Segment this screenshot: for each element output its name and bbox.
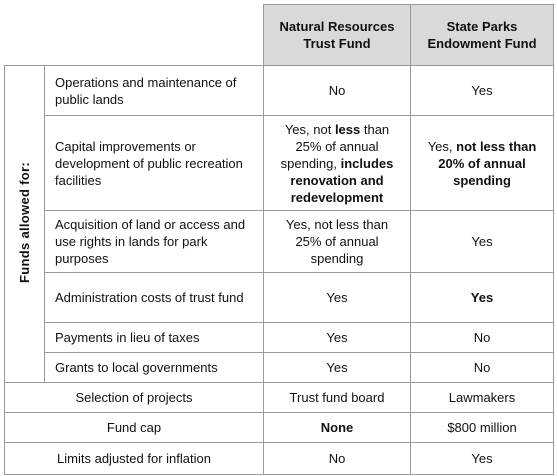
value-cell: Yes: [410, 272, 554, 323]
text-run: No: [473, 330, 491, 345]
value-cell: Yes, not less than 20% of annual spendin…: [410, 115, 554, 211]
text-run: Yes: [470, 290, 494, 305]
group-label: Funds allowed for:: [17, 161, 32, 283]
value-cell: Yes: [410, 210, 554, 273]
text-run: Lawmakers: [448, 390, 516, 405]
text-run: Yes, not less than 25% of annual spendin…: [285, 217, 389, 266]
text-run: No: [328, 451, 346, 466]
value-cell: Yes, not less than 25% of annual spendin…: [263, 210, 411, 273]
value-cell: Lawmakers: [410, 382, 554, 413]
header-row: Natural Resources Trust Fund State Parks…: [5, 4, 554, 66]
header-cell: Natural Resources Trust Fund: [263, 4, 411, 66]
value-cell: No: [263, 65, 411, 116]
value-cell: Trust fund board: [263, 382, 411, 413]
text-run: Yes,: [427, 138, 457, 154]
table-row: Limits adjusted for inflation No Yes: [4, 442, 554, 475]
text-run: Trust fund board: [289, 390, 385, 405]
text-run: No: [473, 360, 491, 375]
table-row: Fund cap None $800 million: [4, 412, 554, 443]
value-cell: Yes: [410, 442, 554, 475]
table-row: Selection of projects Trust fund board Law…: [4, 382, 554, 413]
value-cell: Yes, not less than 25% of annual spendin…: [263, 115, 411, 211]
row-label: Selection of projects: [4, 382, 264, 413]
table-row: Funds allowed for: Operations and mainten…: [4, 65, 554, 383]
text-run: None: [320, 420, 354, 435]
value-cell: No: [410, 352, 554, 383]
group-label-cell: Funds allowed for:: [4, 65, 45, 383]
row-label: Capital improvements or development of p…: [44, 115, 264, 211]
comparison-table: Natural Resources Trust Fund State Parks…: [4, 4, 554, 475]
table-row: Grants to local governments Yes No: [5, 352, 554, 383]
value-cell: Yes: [263, 322, 411, 353]
text-run: includes renovation and redevelopment: [290, 155, 394, 205]
row-label: Administration costs of trust fund: [44, 272, 264, 323]
table-body: Natural Resources Trust Fund State Parks…: [4, 4, 554, 475]
table-row: Payments in lieu of taxes Yes No: [5, 322, 554, 353]
text-run: Yes: [326, 290, 348, 305]
value-cell: $800 million: [410, 412, 554, 443]
text-run: Yes: [326, 330, 348, 345]
text-run: No: [328, 83, 346, 98]
value-cell: No: [410, 322, 554, 353]
text-run: not less than 20% of annual spending: [438, 138, 537, 188]
text-run: than 25% of annual spending,: [280, 121, 390, 171]
row-label: Fund cap: [4, 412, 264, 443]
value-cell: Yes: [263, 352, 411, 383]
blank-cell: [5, 5, 264, 66]
text-run: less: [334, 121, 361, 137]
value-cell: None: [263, 412, 411, 443]
text-run: $800 million: [447, 420, 517, 435]
value-cell: Yes: [410, 65, 554, 116]
value-cell: No: [263, 442, 411, 475]
text-run: Yes, not: [284, 121, 335, 137]
row-label: Payments in lieu of taxes: [44, 322, 264, 353]
row-label: Limits adjusted for inflation: [4, 442, 264, 475]
table-row: Administration costs of trust fund Yes Yes: [5, 272, 554, 323]
text-run: Yes: [471, 234, 493, 249]
row-label: Grants to local governments: [44, 352, 264, 383]
table-row: Acquisition of land or access and use ri…: [5, 210, 554, 273]
table-row: Capital improvements or development of p…: [5, 115, 554, 211]
text-run: Yes: [471, 83, 493, 98]
text-run: Yes: [471, 451, 493, 466]
text-run: Yes: [326, 360, 348, 375]
row-label: Acquisition of land or access and use ri…: [44, 210, 264, 273]
row-label: Operations and maintenance of public lan…: [44, 65, 264, 116]
header-cell: State Parks Endowment Fund: [410, 4, 554, 66]
value-cell: Yes: [263, 272, 411, 323]
